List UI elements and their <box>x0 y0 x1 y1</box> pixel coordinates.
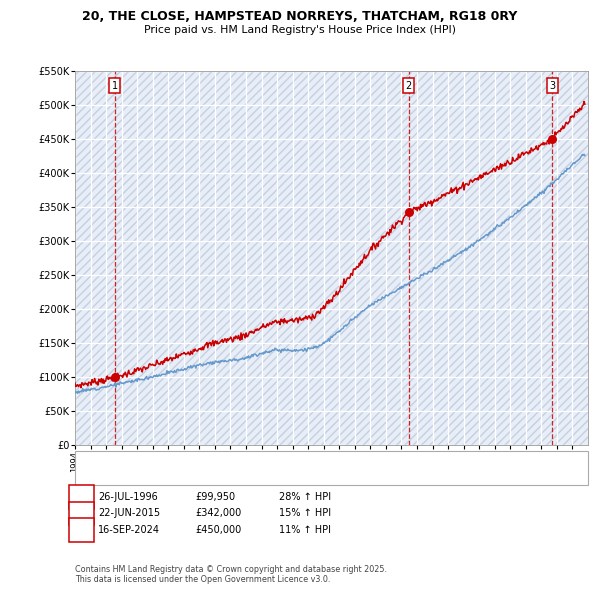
Text: 2: 2 <box>406 81 412 91</box>
Text: £342,000: £342,000 <box>195 509 241 518</box>
Text: £99,950: £99,950 <box>195 492 235 502</box>
Text: 22-JUN-2015: 22-JUN-2015 <box>98 509 160 518</box>
Text: 20, THE CLOSE, HAMPSTEAD NORREYS, THATCHAM, RG18 0RY (semi-detached house): 20, THE CLOSE, HAMPSTEAD NORREYS, THATCH… <box>115 457 501 466</box>
Text: 28% ↑ HPI: 28% ↑ HPI <box>279 492 331 502</box>
Text: 3: 3 <box>79 525 85 535</box>
Text: Price paid vs. HM Land Registry's House Price Index (HPI): Price paid vs. HM Land Registry's House … <box>144 25 456 35</box>
Text: 26-JUL-1996: 26-JUL-1996 <box>98 492 158 502</box>
Text: £450,000: £450,000 <box>195 525 241 535</box>
Text: 1: 1 <box>79 492 85 502</box>
Text: 11% ↑ HPI: 11% ↑ HPI <box>279 525 331 535</box>
Text: 15% ↑ HPI: 15% ↑ HPI <box>279 509 331 518</box>
Text: 1: 1 <box>112 81 118 91</box>
Text: 20, THE CLOSE, HAMPSTEAD NORREYS, THATCHAM, RG18 0RY: 20, THE CLOSE, HAMPSTEAD NORREYS, THATCH… <box>82 10 518 23</box>
Text: HPI: Average price, semi-detached house, West Berkshire: HPI: Average price, semi-detached house,… <box>115 471 375 480</box>
Text: Contains HM Land Registry data © Crown copyright and database right 2025.
This d: Contains HM Land Registry data © Crown c… <box>75 565 387 584</box>
Text: 16-SEP-2024: 16-SEP-2024 <box>98 525 160 535</box>
Text: 2: 2 <box>79 509 85 518</box>
Text: 3: 3 <box>550 81 556 91</box>
